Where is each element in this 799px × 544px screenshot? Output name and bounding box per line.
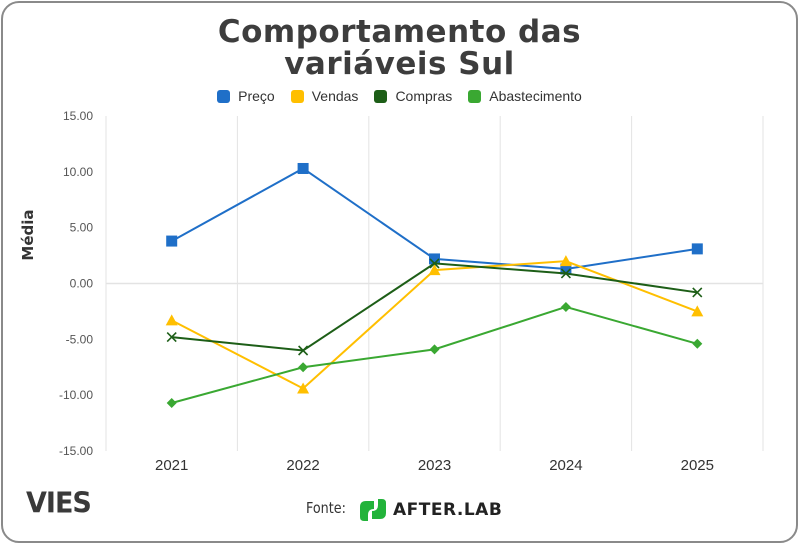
data-point-compras — [560, 268, 571, 279]
y-tick-label: 0.00 — [70, 277, 94, 291]
data-point-abastecimento — [692, 338, 703, 349]
source-name: AFTER.LAB — [393, 500, 503, 520]
data-point-vendas — [297, 382, 310, 394]
brand-logo: VIES — [26, 487, 92, 520]
source-label: Fonte: — [306, 499, 346, 517]
legend-item-abastecimento[interactable]: Abastecimento — [468, 88, 582, 104]
data-point-compras — [298, 345, 309, 356]
legend-label-preco: Preço — [238, 88, 275, 104]
legend-label-vendas: Vendas — [311, 88, 359, 104]
data-point-preco — [560, 263, 572, 275]
x-tick-label: 2025 — [681, 457, 714, 474]
data-point-compras — [692, 287, 703, 298]
legend-label-abastecimento: Abastecimento — [489, 88, 582, 104]
legend-swatch-abastecimento — [468, 89, 482, 103]
data-point-preco — [691, 243, 703, 255]
legend-swatch-compras — [374, 89, 388, 103]
data-point-abastecimento — [560, 301, 571, 312]
data-point-vendas — [691, 305, 704, 317]
data-point-compras — [429, 258, 440, 269]
legend-item-compras[interactable]: Compras — [374, 88, 452, 104]
x-tick-label: 2022 — [286, 457, 319, 474]
chart-title-line-1: Comportamento das — [217, 14, 582, 50]
legend: Preço Vendas Compras Abastecimento — [0, 88, 799, 104]
legend-label-compras: Compras — [395, 88, 453, 104]
chart-title: Comportamento das variáveis Sul — [0, 16, 799, 80]
series-line-compras — [171, 262, 698, 352]
data-point-vendas — [559, 255, 572, 267]
legend-swatch-preco — [217, 89, 231, 103]
data-point-preco — [166, 235, 178, 247]
x-tick-label: 2021 — [155, 457, 188, 474]
data-point-abastecimento — [166, 397, 177, 408]
data-point-vendas — [165, 314, 178, 326]
data-point-compras — [166, 332, 177, 343]
x-tick-label: 2024 — [549, 457, 582, 474]
y-tick-label: 10.00 — [63, 165, 93, 179]
legend-item-vendas[interactable]: Vendas — [290, 88, 359, 104]
y-tick-label: -5.00 — [66, 332, 94, 346]
data-point-vendas — [428, 264, 441, 276]
legend-swatch-vendas — [290, 89, 304, 103]
y-tick-label: 15.00 — [63, 109, 93, 123]
afterlab-logo-icon — [360, 499, 386, 521]
y-tick-label: -15.00 — [59, 444, 93, 458]
y-tick-label: 5.00 — [70, 221, 94, 235]
chart-title-line-2: variáveis Sul — [284, 46, 515, 82]
data-point-abastecimento — [429, 344, 440, 355]
data-point-preco — [297, 162, 309, 174]
x-tick-label: 2023 — [418, 457, 451, 474]
y-tick-label: -10.00 — [59, 388, 93, 402]
data-point-abastecimento — [298, 362, 309, 373]
series-line-abastecimento — [171, 305, 698, 404]
data-point-preco — [429, 253, 440, 265]
legend-item-preco[interactable]: Preço — [217, 88, 275, 104]
